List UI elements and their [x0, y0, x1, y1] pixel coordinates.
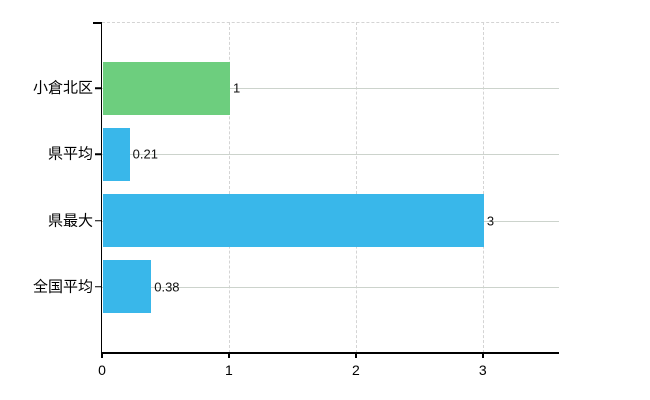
x-axis-tick: [101, 352, 103, 358]
category-tick: [95, 87, 102, 89]
bar-value-label: 0.21: [132, 146, 158, 162]
y-axis-line: [100, 22, 102, 353]
bar: [103, 260, 152, 314]
bar-value-label: 3: [486, 213, 495, 229]
x-axis-tick: [228, 352, 230, 358]
category-label: 全国平均: [32, 278, 93, 296]
category-gridline: [102, 154, 559, 156]
x-tick-label: 2: [351, 362, 360, 378]
x-tick-label: 0: [98, 362, 106, 378]
category-tick: [95, 219, 102, 222]
x-axis-tick: [482, 352, 484, 358]
bar: [103, 194, 484, 248]
bar-value-label: 1: [232, 80, 241, 96]
bar: [103, 127, 130, 181]
plot-top-border: [102, 22, 559, 23]
category-tick: [95, 153, 102, 156]
x-tick-label: 3: [478, 362, 487, 378]
x-gridline: [355, 22, 357, 353]
x-tick-label: 1: [225, 362, 233, 378]
category-gridline: [102, 88, 559, 90]
category-label: 県最大: [47, 212, 93, 230]
x-gridline: [482, 22, 484, 353]
x-axis-tick: [355, 352, 357, 358]
x-gridline: [228, 22, 230, 353]
category-label: 県平均: [47, 145, 93, 163]
x-axis-line: [100, 352, 559, 354]
category-gridline: [102, 286, 559, 288]
bar: [103, 61, 230, 115]
category-tick: [95, 286, 102, 288]
y-axis-end-tick: [93, 22, 101, 24]
category-label: 小倉北区: [32, 79, 93, 97]
bar-value-label: 0.38: [154, 279, 180, 295]
